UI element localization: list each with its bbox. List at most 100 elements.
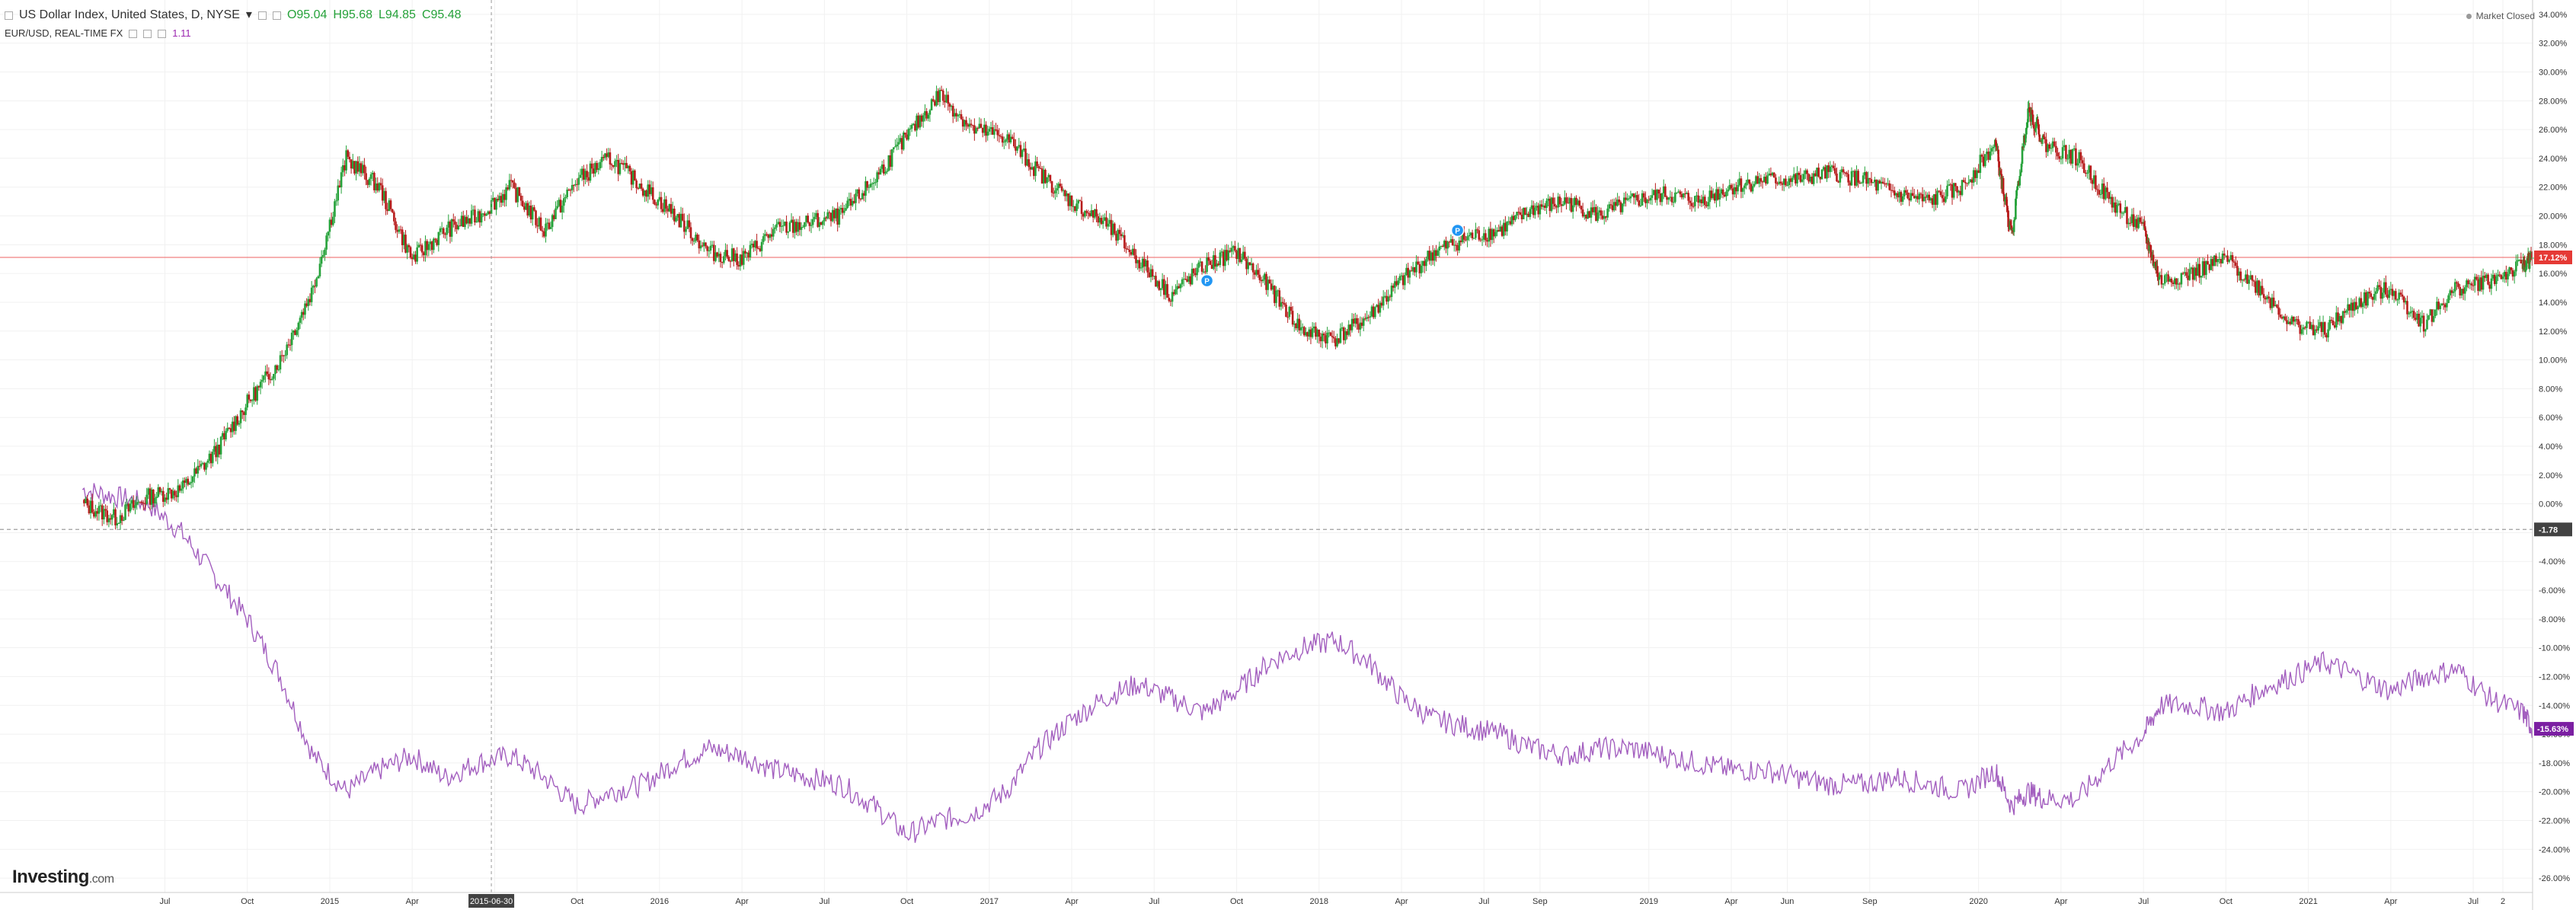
investing-logo[interactable]: Investing.com [12, 867, 114, 888]
candle-body [1410, 270, 1413, 272]
candle-body [1976, 170, 1978, 178]
candle-body [2309, 321, 2312, 329]
event-marker-label: P [1455, 227, 1460, 235]
candle-body [1411, 267, 1414, 272]
candle-body [296, 330, 298, 335]
candle-body [1128, 249, 1131, 253]
candle-body [2241, 279, 2244, 281]
candle-body [302, 311, 305, 315]
candle-body [317, 276, 320, 279]
candle-body [1697, 195, 1699, 203]
candle-body [635, 180, 638, 189]
candle-body [750, 244, 753, 245]
y-axis[interactable]: 34.00%32.00%30.00%28.00%26.00%24.00%22.0… [2532, 0, 2570, 910]
candle-body [1405, 267, 1408, 276]
candle-body [2251, 275, 2254, 281]
candle-body [907, 129, 910, 140]
candle-body [2018, 176, 2021, 186]
candle-body [612, 165, 615, 168]
candle-body [450, 219, 453, 237]
close-icon[interactable] [272, 11, 281, 20]
candle-body [2383, 282, 2386, 293]
candle-body [1646, 200, 1648, 203]
candle-body [1281, 302, 1284, 304]
candle-body [651, 187, 654, 200]
settings-icon[interactable] [257, 11, 267, 20]
candle-body [764, 234, 766, 237]
candle-body [1600, 210, 1603, 216]
candle-body [1514, 215, 1517, 221]
compare-series-legend[interactable]: EUR/USD, REAL-TIME FX 1.11 [5, 24, 462, 43]
candle-body [678, 213, 681, 228]
candle-body [1961, 180, 1964, 196]
candle-body [1669, 196, 1672, 198]
candle-body [89, 500, 92, 513]
candle-body [549, 227, 552, 229]
candle-body [670, 204, 673, 214]
candle-body [1428, 251, 1431, 261]
candle-body [88, 505, 91, 513]
candle-body [1311, 328, 1314, 337]
candle-body [587, 177, 590, 181]
candle-body [368, 178, 371, 185]
candle-body [1792, 174, 1795, 178]
candle-body [2075, 148, 2077, 166]
compare-title[interactable]: EUR/USD, REAL-TIME FX [5, 27, 123, 39]
candle-body [2145, 230, 2147, 237]
candle-body [2493, 274, 2496, 285]
candle-body [699, 245, 702, 249]
candle-body [371, 172, 374, 174]
compare-close-icon[interactable] [158, 29, 167, 38]
candle-body [1290, 307, 1293, 311]
candle-body [1066, 193, 1068, 196]
main-series-legend[interactable]: US Dollar Index, United States, D, NYSE … [5, 6, 462, 24]
candle-body [2034, 128, 2037, 131]
candle-body [1844, 172, 1846, 174]
candle-body [744, 251, 746, 254]
candle-body [584, 171, 586, 180]
candle-body [892, 147, 895, 150]
candle-body [1534, 207, 1536, 216]
candle-body [1036, 161, 1038, 167]
candle-body [376, 183, 379, 191]
candle-body [2165, 274, 2168, 276]
dropdown-arrow-icon[interactable]: ▾ [245, 8, 252, 21]
candle-body [1271, 286, 1274, 290]
candle-body [2109, 196, 2112, 200]
compare-settings-icon[interactable] [143, 29, 152, 38]
candle-body [2122, 212, 2125, 214]
candle-body [622, 163, 625, 165]
x-axis[interactable]: JulOct2015AprJulOct2016AprJulOct2017AprJ… [0, 892, 2533, 908]
candle-body [869, 184, 872, 187]
candle-body [257, 386, 260, 388]
candle-body [1451, 239, 1454, 246]
event-marker-label: P [1204, 278, 1210, 286]
candle-body [147, 488, 150, 495]
series-toggle-icon[interactable] [5, 11, 13, 20]
candle-body [225, 430, 227, 439]
compare-eye-icon[interactable] [129, 29, 138, 38]
candle-body [334, 201, 336, 217]
symbol-title[interactable]: US Dollar Index, United States, D, NYSE [19, 8, 240, 21]
candle-body [1372, 306, 1375, 318]
candle-body [1900, 192, 1903, 202]
candle-body [157, 487, 160, 497]
candle-body [1315, 326, 1317, 337]
candle-body [1240, 259, 1243, 263]
candle-body [2121, 212, 2124, 214]
candle-body [986, 131, 989, 136]
candle-body [781, 225, 785, 227]
candle-body [2258, 280, 2260, 295]
candle-body [808, 222, 811, 226]
event-markers[interactable]: PP [1200, 223, 1465, 288]
candle-body [525, 203, 527, 210]
candle-body [1309, 329, 1312, 337]
candle-body [219, 436, 222, 455]
candle-body [2012, 220, 2015, 232]
candle-body [655, 204, 657, 206]
candle-body [2510, 267, 2513, 270]
candle-body [1166, 284, 1168, 298]
candle-body [767, 235, 770, 238]
candle-body [109, 518, 112, 520]
